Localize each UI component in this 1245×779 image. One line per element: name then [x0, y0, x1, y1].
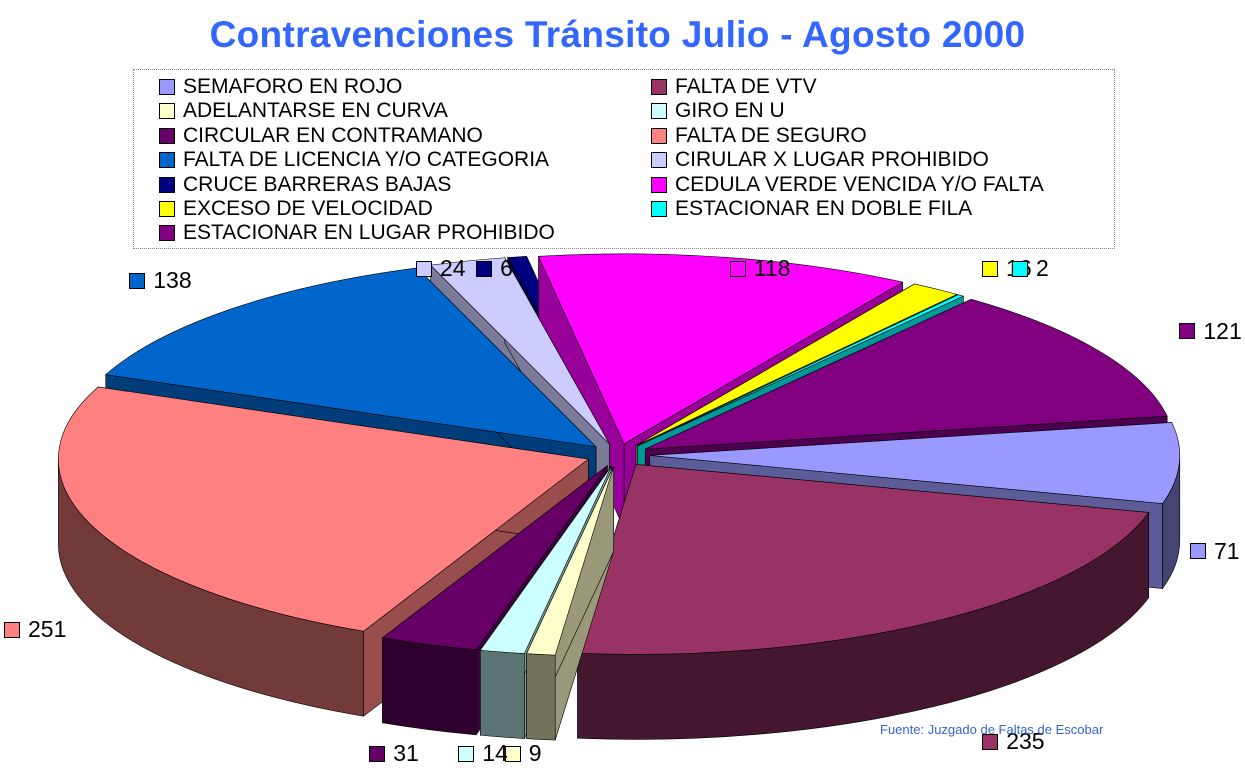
legend-item-adelantarse-en-curva: ADELANTARSE EN CURVA	[159, 99, 448, 123]
legend-item-cruce-barreras-bajas: CRUCE BARRERAS BAJAS	[159, 173, 451, 197]
data-label-value: 235	[1006, 728, 1045, 755]
data-label-swatch	[1011, 260, 1028, 277]
legend-item-exceso-de-velocidad: EXCESO DE VELOCIDAD	[159, 197, 433, 221]
legend-swatch	[159, 201, 175, 217]
data-label-swatch	[504, 745, 521, 762]
legend-swatch	[159, 152, 175, 169]
legend-swatch	[651, 127, 667, 144]
legend-swatch	[651, 79, 667, 95]
data-label-swatch	[982, 733, 999, 750]
data-label-value: 31	[393, 740, 419, 766]
chart-title: Contravenciones Tránsito Julio - Agosto …	[209, 14, 1026, 55]
legend-item-cirular-x-lugar-prohibido: CIRULAR X LUGAR PROHIBIDO	[651, 148, 989, 172]
legend: SEMAFORO EN ROJO FALTA DE VTV ADELANTARSE …	[133, 69, 1115, 249]
legend-item-falta-de-licencia-y-o-categoria: FALTA DE LICENCIA Y/O CATEGORIA	[159, 148, 549, 172]
legend-swatch	[159, 127, 175, 144]
data-label-swatch	[4, 621, 20, 638]
slice-top	[479, 465, 612, 654]
data-label-swatch	[476, 260, 493, 277]
legend-label: FALTA DE VTV	[675, 75, 817, 98]
data-label-semaforo-en-rojo: 71	[1190, 538, 1240, 565]
legend-label: ESTACIONAR EN DOBLE FILA	[675, 197, 973, 220]
data-label-swatch	[1179, 323, 1196, 340]
slice-side	[526, 653, 556, 741]
data-label-swatch	[129, 272, 146, 289]
legend-swatch	[159, 103, 175, 120]
legend-item-falta-de-vtv: FALTA DE VTV	[651, 75, 817, 99]
legend-label: ADELANTARSE EN CURVA	[183, 99, 448, 123]
legend-swatch	[651, 103, 667, 120]
legend-label: CEDULA VERDE VENCIDA Y/O FALTA	[675, 172, 1044, 196]
data-label-value: 14	[482, 740, 508, 766]
data-label-swatch	[416, 260, 433, 277]
source-note: Fuente: Juzgado de Faltas de Escobar	[880, 722, 1104, 737]
data-label-swatch	[369, 745, 386, 762]
data-label-value: 2	[1035, 255, 1049, 281]
legend-label: ESTACIONAR EN LUGAR PROHIBIDO	[183, 221, 555, 245]
legend-item-cedula-verde-vencida-y-o-falta: CEDULA VERDE VENCIDA Y/O FALTA	[651, 173, 1044, 197]
slice-top	[526, 466, 614, 656]
data-label-giro-en-u: 14	[458, 740, 508, 767]
data-label-value: 121	[1203, 317, 1242, 344]
data-label-value: 251	[28, 616, 67, 643]
legend-swatch	[651, 176, 667, 193]
slice-top	[105, 267, 597, 448]
data-label-adelantarse-en-curva: 9	[504, 740, 542, 767]
data-label-value: 138	[153, 267, 192, 294]
data-label-value: 71	[1214, 537, 1240, 564]
legend-swatch	[159, 176, 175, 193]
legend-label: CIRULAR X LUGAR PROHIBIDO	[675, 148, 989, 172]
data-label-value: 24	[440, 255, 466, 281]
data-label-cruce-barreras-bajas: 6	[476, 255, 513, 282]
legend-item-estacionar-en-doble-fila: ESTACIONAR EN DOBLE FILA	[651, 197, 972, 221]
legend-swatch	[159, 79, 175, 95]
legend-item-giro-en-u: GIRO EN U	[651, 99, 785, 123]
legend-swatch	[651, 201, 667, 217]
legend-label: CRUCE BARRERAS BAJAS	[183, 172, 452, 196]
slice-top	[577, 464, 1150, 655]
legend-swatch	[651, 152, 667, 169]
slice-top	[381, 465, 608, 651]
data-label-value: 9	[528, 740, 542, 766]
legend-item-circular-en-contramano: CIRCULAR EN CONTRAMANO	[159, 124, 483, 148]
pie-slice-falta-de-vtv	[577, 464, 1150, 740]
data-label-value: 118	[753, 255, 791, 281]
data-label-falta-de-seguro: 251	[4, 616, 66, 643]
legend-label: GIRO EN U	[675, 99, 785, 123]
slice-side	[382, 637, 477, 736]
slice-side	[480, 649, 525, 739]
data-label-swatch	[982, 260, 999, 277]
data-label-swatch	[729, 260, 746, 277]
slice-top	[637, 294, 965, 447]
data-label-cirular-x-lugar-prohibido: 24	[416, 255, 466, 282]
data-label-falta-de-vtv: 235	[982, 728, 1045, 755]
legend-label: EXCESO DE VELOCIDAD	[183, 197, 433, 220]
slice-top	[649, 422, 1181, 504]
legend-swatch	[159, 225, 175, 242]
legend-item-estacionar-en-lugar-prohibido: ESTACIONAR EN LUGAR PROHIBIDO	[159, 221, 555, 245]
legend-item-semaforo-en-rojo: SEMAFORO EN ROJO	[159, 75, 402, 99]
slice-top	[58, 386, 590, 632]
slice-top	[538, 253, 904, 445]
data-label-value: 6	[500, 255, 513, 281]
data-label-falta-de-licencia-y-o-categoria: 138	[129, 267, 192, 294]
data-label-swatch	[458, 745, 475, 762]
data-label-swatch	[1190, 543, 1206, 560]
data-label-estacionar-en-lugar-prohibido: 121	[1179, 317, 1242, 345]
legend-label: FALTA DE LICENCIA Y/O CATEGORIA	[183, 148, 550, 172]
slice-top	[635, 283, 958, 446]
pie-slice-adelantarse-en-curva	[526, 466, 614, 741]
slice-top	[645, 298, 1168, 450]
legend-label: FALTA DE SEGURO	[675, 123, 867, 147]
data-label-estacionar-en-doble-fila: 2	[1011, 255, 1049, 282]
legend-label: CIRCULAR EN CONTRAMANO	[183, 123, 483, 147]
data-label-circular-en-contramano: 31	[369, 740, 419, 767]
data-label-cedula-verde-vencida-y-o-falta: 118	[729, 255, 791, 282]
legend-label: SEMAFORO EN ROJO	[183, 75, 403, 98]
legend-item-falta-de-seguro: FALTA DE SEGURO	[651, 124, 867, 148]
